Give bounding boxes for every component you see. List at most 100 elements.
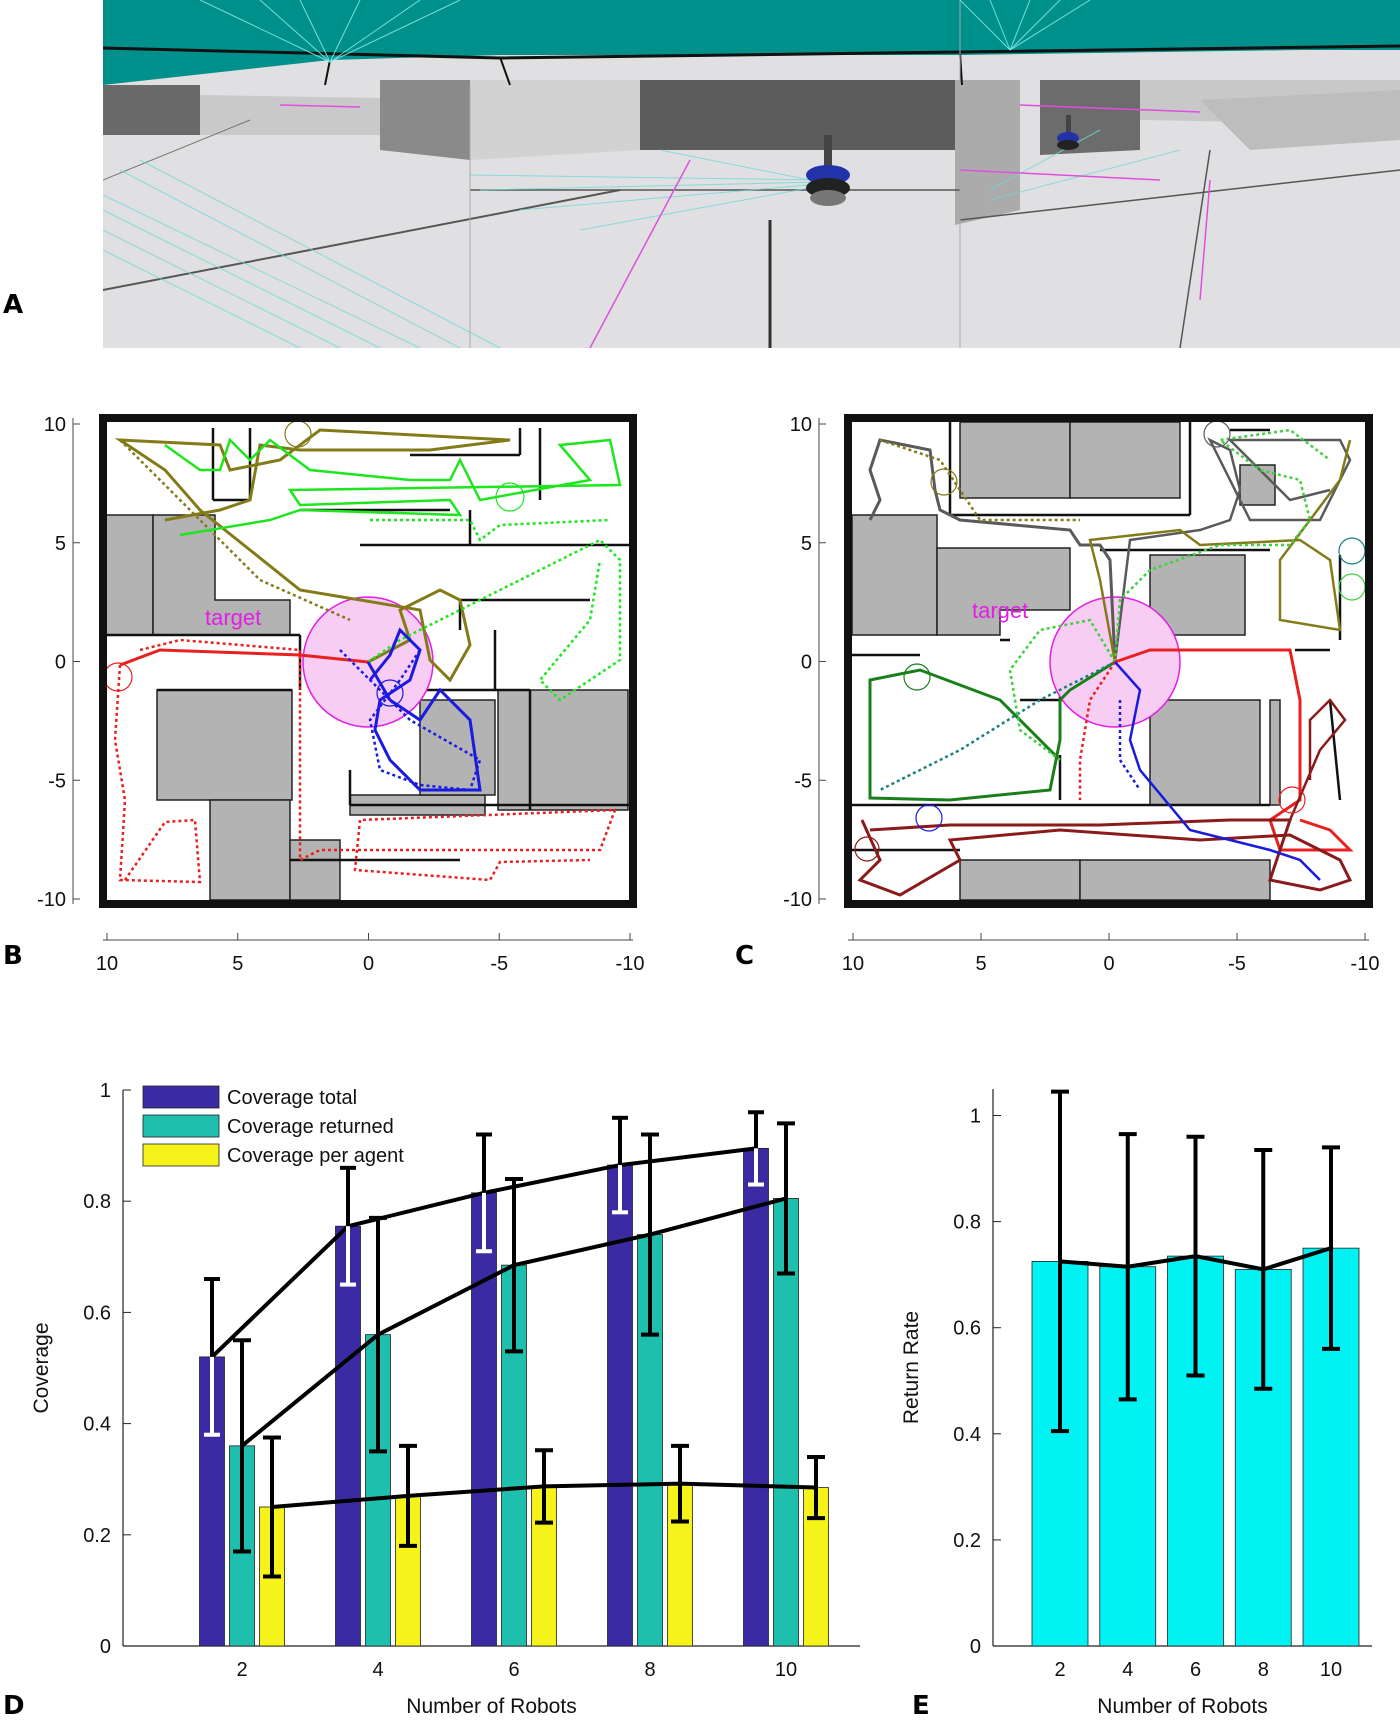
obstacles [102,514,629,901]
pillar-dark [1040,80,1140,155]
legend: Coverage total Coverage returned Coverage … [142,1085,404,1167]
bar [471,1192,497,1647]
start-marker [903,663,931,691]
panel-e-return-rate-chart: 0 0.2 0.4 0.6 0.8 1 2 4 6 8 10 Number of Robots Retu… [900,1089,1372,1718]
panel-label-a: A [3,290,23,320]
panel-b-trajectory-map: target 10 5 0 -5 -10 10 5 0 -5 -10 B [3,414,644,975]
y-tick-label: 0 [100,1636,111,1658]
target-label: target [205,605,261,630]
x-axis-label: Number of Robots [1097,1695,1267,1718]
start-marker [1278,786,1306,814]
x-tick-label: 10 [1320,1659,1342,1681]
x-tick-label: -10 [1351,953,1380,975]
start-marker [915,804,943,832]
y-tick-label: 1 [100,1080,111,1102]
x-tick-label: -10 [616,953,645,975]
x-tick-label: 0 [363,953,374,975]
x-tick-label: -5 [1228,953,1246,975]
trajectory-olive [114,428,511,683]
x-tick-label: -5 [490,953,508,975]
side-wall [1200,90,1400,150]
y-tick-label: 0.2 [83,1525,111,1547]
x-tick-label: 6 [1190,1659,1201,1681]
wall-block [380,80,470,160]
start-marker [495,482,525,512]
legend-label: Coverage total [227,1087,357,1109]
x-tick-label: 0 [1103,953,1114,975]
y-tick-label: 5 [801,533,812,555]
y-tick-label: -5 [48,770,66,792]
y-tick-label: 0 [801,652,812,674]
y-axis-label: Coverage [30,1322,53,1413]
panel-a-simulation-render: A [3,0,1400,348]
y-tick-label: 0.4 [83,1414,111,1436]
bar [743,1147,769,1647]
map-border [844,414,1373,908]
y-tick-label: 0.6 [83,1302,111,1324]
x-tick-label: 2 [1054,1659,1065,1681]
target-label: target [972,598,1028,623]
map-c-tick-labels: 10 5 0 -5 -10 10 5 0 -5 -10 [783,414,1379,975]
legend-swatch [142,1114,220,1138]
y-tick-label: -5 [794,770,812,792]
y-tick-label: 0.8 [953,1212,981,1234]
trajectory-darkred [857,698,1353,897]
trajectory-green [1008,428,1331,761]
start-marker [854,836,880,862]
y-axis-label: Return Rate [900,1311,923,1424]
x-tick-label: 10 [775,1659,797,1681]
y-tick-label: -10 [783,889,812,911]
legend-label: Coverage returned [227,1116,394,1138]
trajectory-darkgreen [868,660,1116,802]
x-axis-label: Number of Robots [406,1695,576,1718]
trajectory-red [113,638,617,884]
bar [1167,1255,1224,1647]
x-tick-label: 4 [372,1659,383,1681]
y-tick-label: 10 [790,414,812,436]
panel-label-d: D [3,1691,25,1721]
panel-label-c: C [735,941,754,971]
map-b-tick-labels: 10 5 0 -5 -10 10 5 0 -5 -10 [37,414,644,975]
robot-icon [806,135,850,206]
y-tick-label: 1 [970,1106,981,1128]
light-wall [200,95,380,135]
trajectory-red [1078,648,1354,852]
x-tick-label: 2 [236,1659,247,1681]
y-tick-label: 0.2 [953,1530,981,1552]
teal-ceiling [103,0,1400,85]
map-border [99,414,637,908]
x-tick-label: 8 [1258,1659,1269,1681]
y-tick-label: 0.8 [83,1191,111,1213]
x-tick-label: 5 [232,953,243,975]
panel-d-coverage-chart: 0 0.2 0.4 0.6 0.8 1 2 4 6 8 10 Number of Robots Cove… [30,1080,860,1718]
panel-c-trajectory-map: target [735,414,1379,975]
x-tick-label: 6 [508,1659,519,1681]
start-marker [376,679,404,707]
legend-swatch [142,1085,220,1109]
y-tick-label: 0 [55,652,66,674]
robot-icon [1057,115,1079,150]
y-tick-label: 10 [44,414,66,436]
x-tick-label: 10 [96,953,118,975]
x-tick-label: 4 [1122,1659,1133,1681]
legend-label: Coverage per agent [227,1145,404,1167]
y-tick-label: 0.6 [953,1318,981,1340]
y-tick-label: -10 [37,889,66,911]
pillar [955,80,1020,225]
trajectory-blue [1114,661,1321,881]
trajectory-blue [339,627,482,792]
dark-corridor [640,80,960,150]
panel-label-b: B [3,941,23,971]
y-tick-label: 0 [970,1636,981,1658]
x-tick-label: 8 [644,1659,655,1681]
legend-swatch [142,1143,220,1167]
wall-block-light [470,80,640,160]
trajectory-gray [868,437,1352,663]
x-tick-label: 5 [975,953,986,975]
obstacles [851,421,1281,901]
y-tick-label: 5 [55,533,66,555]
trajectory-green [164,437,622,702]
panel-label-e: E [912,1691,930,1721]
start-marker [930,468,958,496]
